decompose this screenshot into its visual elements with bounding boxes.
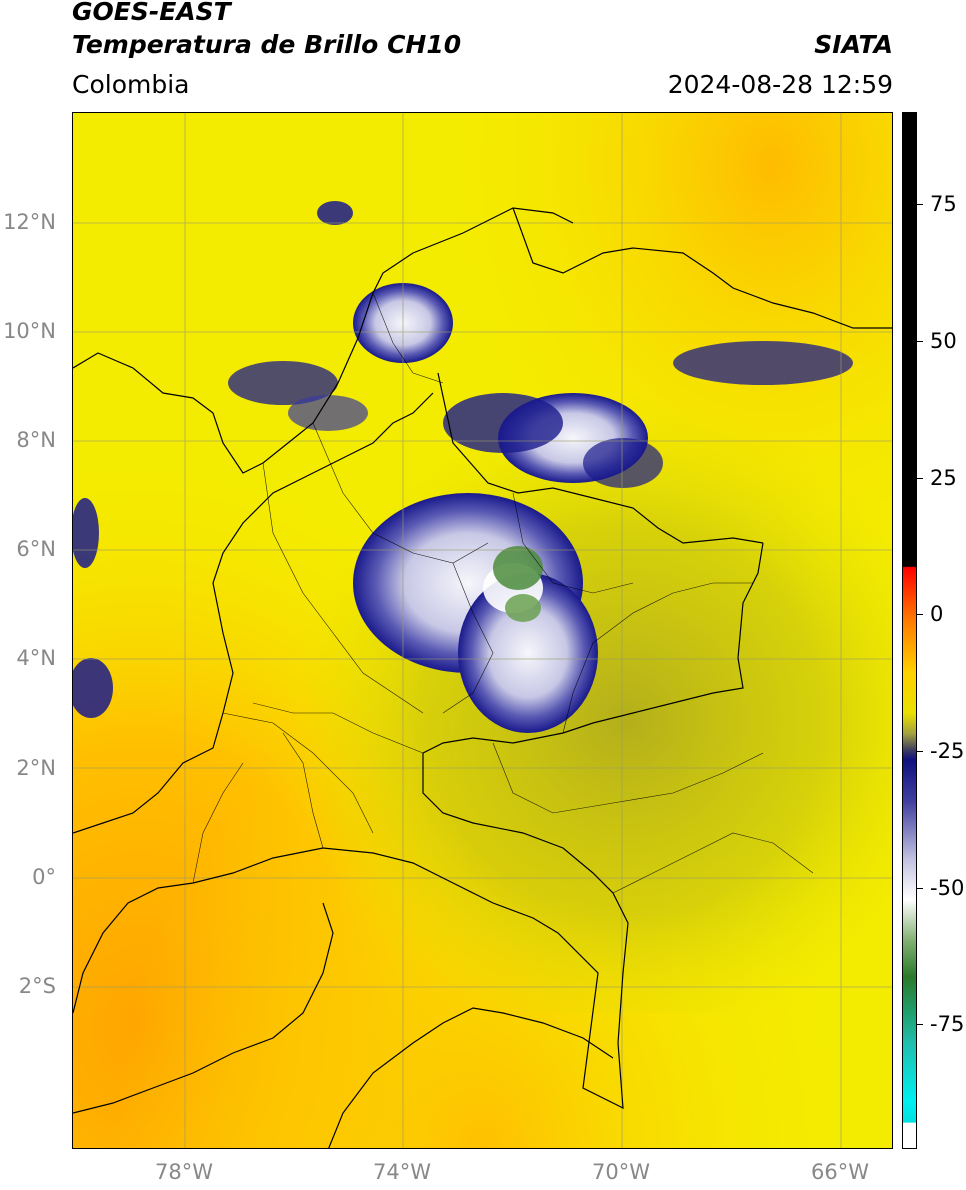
graticule — [73, 113, 892, 1148]
deep-convection-core — [493, 546, 543, 590]
lat-label: 0° — [32, 865, 56, 889]
lat-label: 2°N — [16, 756, 56, 780]
colorbar-tick — [917, 614, 923, 615]
region-label: Colombia — [72, 70, 190, 99]
lon-label: 70°W — [592, 1160, 650, 1184]
colorbar-tick — [917, 751, 923, 752]
colorbar-label: 0 — [930, 602, 944, 626]
colorbar-label: 50 — [930, 329, 957, 353]
cloud-clusters — [73, 201, 853, 733]
title-line-1: GOES-EAST — [72, 0, 231, 26]
lat-label: 12°N — [3, 210, 56, 234]
datetime-label: 2024-08-28 12:59 — [667, 70, 893, 99]
colorbar-label: 75 — [930, 192, 957, 216]
colorbar-label: -50 — [930, 876, 965, 900]
lon-label: 66°W — [811, 1160, 869, 1184]
colorbar-tick — [917, 1024, 923, 1025]
colorbar-label: 25 — [930, 466, 957, 490]
lat-label: 6°N — [16, 537, 56, 561]
colorbar-gradient — [903, 113, 916, 1148]
colorbar — [902, 112, 917, 1149]
lat-label: 8°N — [16, 428, 56, 452]
lat-label: 2°S — [18, 974, 56, 998]
colorbar-label: -25 — [930, 739, 965, 763]
colorbar-tick — [917, 204, 923, 205]
agency-label: SIATA — [814, 30, 893, 59]
colorbar-tick — [917, 888, 923, 889]
department-borders — [192, 292, 814, 894]
country-borders — [73, 207, 892, 1148]
lon-label: 78°W — [155, 1160, 213, 1184]
colorbar-tick — [917, 478, 923, 479]
colorbar-tick — [917, 341, 923, 342]
lon-label: 74°W — [373, 1160, 431, 1184]
colorbar-label: -75 — [930, 1012, 965, 1036]
title-line-2: Temperatura de Brillo CH10 — [72, 30, 462, 59]
lat-label: 10°N — [3, 319, 56, 343]
brightness-temperature-map — [72, 112, 893, 1149]
lat-label: 4°N — [16, 646, 56, 670]
map-svg — [73, 113, 892, 1148]
